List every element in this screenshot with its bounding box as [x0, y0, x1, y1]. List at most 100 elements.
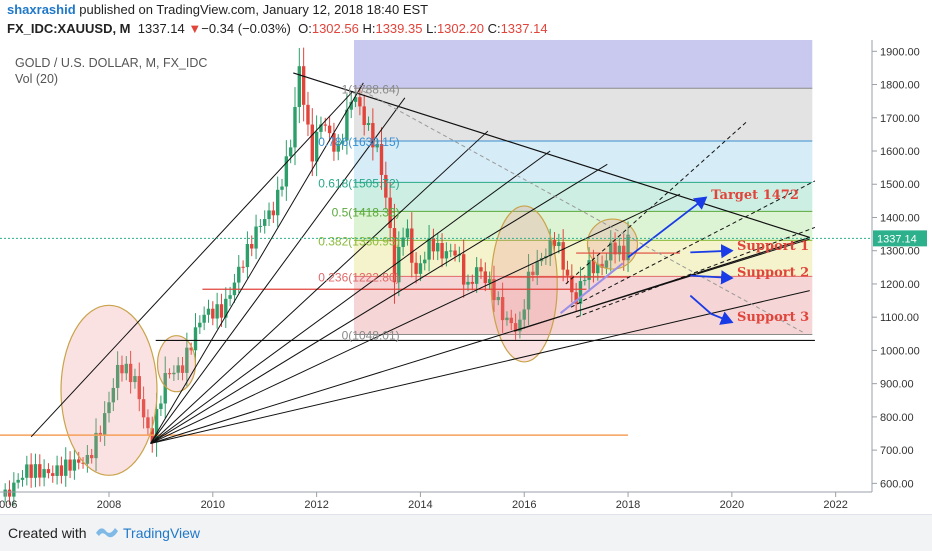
candle-body — [228, 295, 232, 299]
candle-body — [254, 226, 258, 249]
gann-fan-line — [150, 290, 810, 444]
y-tick-label: 1500.00 — [880, 179, 920, 191]
candle-body — [314, 131, 319, 162]
candle-body — [68, 459, 72, 471]
candle-body — [189, 347, 193, 351]
current-price-tag — [873, 230, 927, 247]
close-value: 1337.14 — [500, 21, 548, 36]
candle-body — [237, 266, 241, 283]
candle-body — [33, 464, 38, 478]
candle-body — [336, 143, 340, 152]
candle-body — [323, 124, 327, 126]
tradingview-logo-icon[interactable] — [94, 523, 120, 541]
candle-body — [505, 317, 509, 321]
candle-body — [375, 144, 379, 148]
candle-body — [102, 413, 107, 436]
candle-body — [293, 106, 297, 148]
candle-body — [81, 462, 85, 464]
fib-level-label: 0.236(1222.80) — [318, 270, 399, 284]
price-change: −0.34 (−0.03%) — [201, 21, 291, 36]
candle-body — [185, 347, 189, 373]
dashed-channel-line — [570, 180, 816, 308]
candle-body — [215, 304, 219, 319]
candle-body — [487, 279, 492, 284]
candle-body — [522, 309, 526, 320]
candle-body — [353, 97, 358, 102]
fib-level-label: 0.618(1505.72) — [318, 176, 399, 190]
candle-body — [297, 66, 302, 107]
labels: 1(1788.64) 0.786(1630.15) 0.618(1505.72) 0.… — [318, 82, 809, 342]
y-tick-label: 700.00 — [880, 445, 914, 457]
candle-body — [626, 234, 630, 261]
price-chart[interactable]: 1(1788.64) 0.786(1630.15) 0.618(1505.72) 0.… — [0, 0, 932, 514]
candle-body — [358, 97, 362, 107]
fib-zones — [353, 40, 813, 335]
candle-body — [414, 262, 418, 274]
candle-body — [29, 464, 33, 478]
y-tick-label: 600.00 — [880, 478, 914, 490]
candle-body — [578, 281, 583, 304]
consolidation-ellipse — [60, 304, 158, 476]
candle-body — [362, 106, 366, 126]
candle-body — [388, 197, 392, 229]
candle-body — [397, 246, 401, 283]
open-value: 1302.56 — [311, 21, 359, 36]
axes: 600.00 700.00 800.00 900.00 1000.00 1100.00 12… — [0, 46, 927, 511]
candle-body — [340, 140, 345, 144]
trendlines — [0, 72, 816, 476]
candle-body — [436, 243, 440, 252]
candle-body — [107, 402, 111, 414]
fib-level-label: 0.786(1630.15) — [318, 135, 399, 149]
candle-body — [120, 364, 124, 374]
x-tick-label: 2020 — [720, 499, 744, 511]
candle-body — [600, 263, 604, 268]
candle-body — [526, 271, 531, 310]
candle-body — [20, 477, 25, 480]
fib-zone-4 — [353, 211, 813, 241]
candle-body — [479, 267, 483, 272]
candle-body — [552, 239, 557, 246]
candle-body — [206, 308, 211, 315]
candle-body — [384, 174, 388, 198]
candle-body — [410, 228, 414, 263]
candle-body — [51, 473, 55, 476]
published-text: published on TradingView.com, January 12… — [79, 2, 429, 17]
candle-body — [548, 239, 552, 257]
candle-body — [583, 279, 587, 282]
candle-body — [94, 432, 98, 459]
candle-body — [137, 376, 141, 400]
candle-body — [154, 409, 159, 443]
candle-body — [38, 464, 42, 478]
current-price-label: 1337.14 — [877, 233, 917, 245]
candle-body — [146, 417, 150, 429]
y-tick-label: 1800.00 — [880, 80, 920, 92]
gann-fan-line — [150, 97, 406, 444]
candle-body — [405, 228, 410, 238]
candle-body — [613, 242, 617, 255]
candle-body — [202, 314, 206, 323]
fib-zone-2 — [353, 140, 813, 183]
candle-body — [301, 66, 306, 105]
tradingview-brand-link[interactable]: TradingView — [123, 525, 201, 541]
candle-body — [574, 292, 578, 304]
candle-body — [565, 269, 570, 276]
gann-fan-line — [150, 193, 681, 444]
candle-body — [609, 242, 613, 261]
candle-body — [427, 238, 431, 260]
fib-zone-0 — [353, 40, 813, 89]
candle-body — [453, 250, 457, 256]
fib-zone-3 — [353, 182, 813, 212]
candle-body — [444, 251, 449, 259]
fib-level-label: 0.5(1418.33) — [332, 205, 400, 219]
symbol-label: FX_IDC:XAUUSD, M — [7, 21, 131, 36]
chart-title: GOLD / U.S. DOLLAR, M, FX_IDC — [15, 56, 207, 70]
high-label: H: — [362, 21, 376, 36]
x-tick-label: 2006 — [0, 499, 17, 511]
annotation-label: Support 2 — [737, 266, 809, 281]
high-value: 1339.35 — [375, 21, 423, 36]
author-link[interactable]: shaxrashid — [7, 2, 76, 17]
candle-body — [379, 144, 384, 175]
candle-body — [561, 242, 565, 270]
candle-body — [466, 281, 470, 285]
x-tick-label: 2010 — [201, 499, 225, 511]
